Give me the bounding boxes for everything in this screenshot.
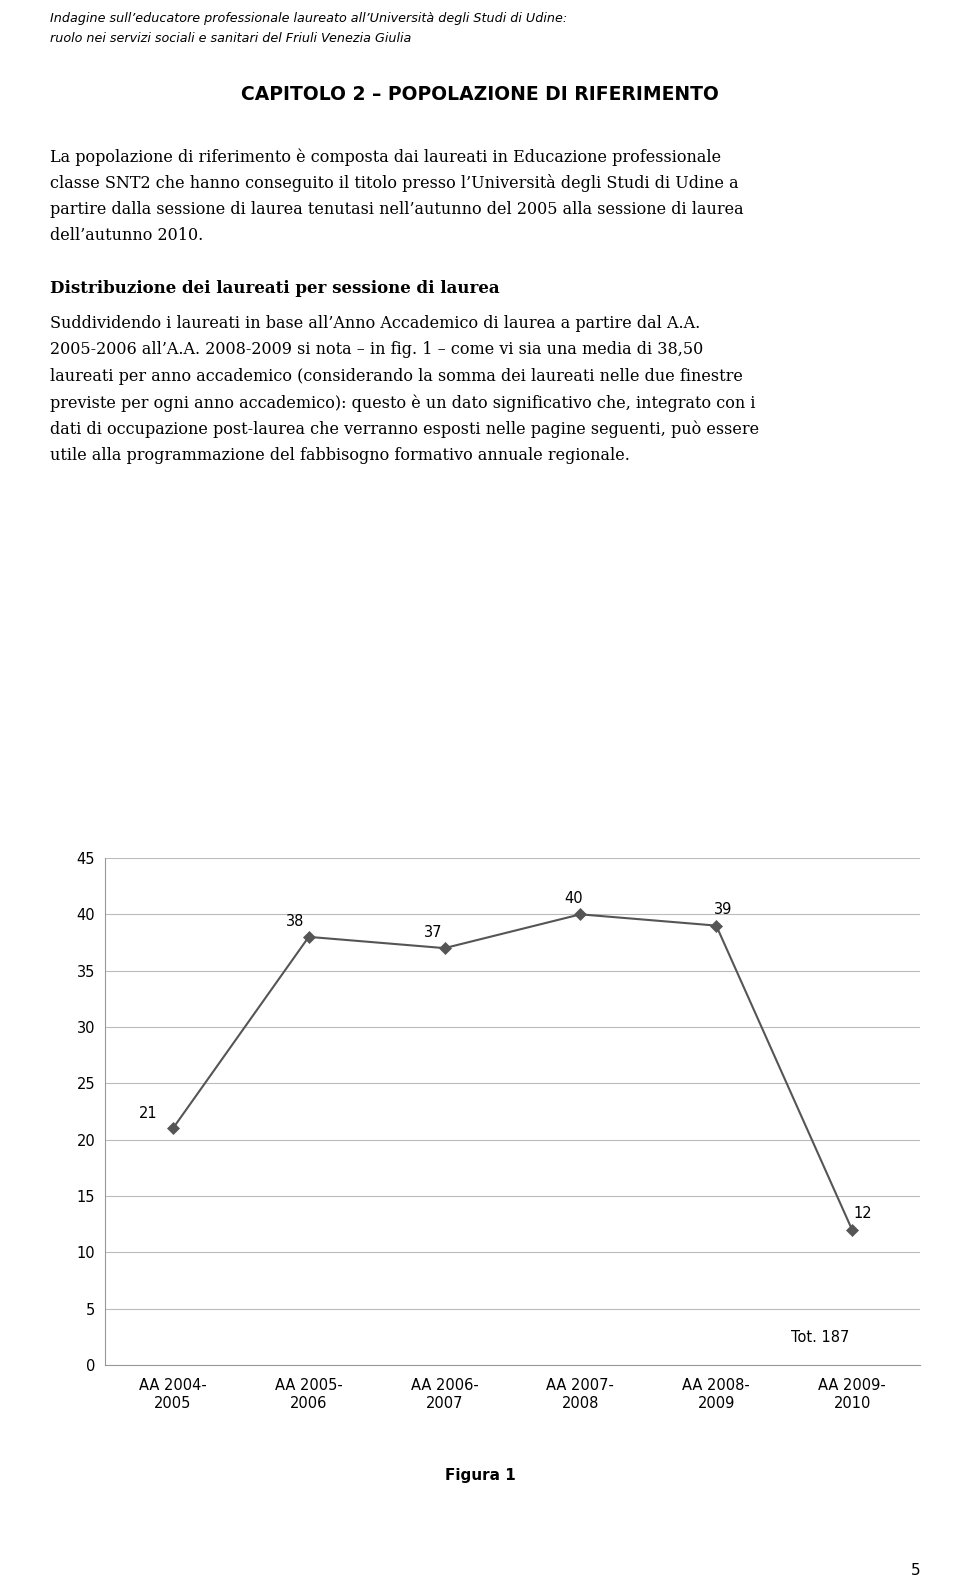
- Text: CAPITOLO 2 – POPOLAZIONE DI RIFERIMENTO: CAPITOLO 2 – POPOLAZIONE DI RIFERIMENTO: [241, 84, 719, 103]
- Text: classe SNT2 che hanno conseguito il titolo presso l’Università degli Studi di Ud: classe SNT2 che hanno conseguito il tito…: [50, 175, 738, 193]
- Text: partire dalla sessione di laurea tenutasi nell’autunno del 2005 alla sessione di: partire dalla sessione di laurea tenutas…: [50, 201, 744, 218]
- Text: 37: 37: [424, 925, 443, 939]
- Text: previste per ogni anno accademico): questo è un dato significativo che, integrat: previste per ogni anno accademico): ques…: [50, 395, 756, 412]
- Text: Tot. 187: Tot. 187: [791, 1329, 850, 1345]
- Text: 40: 40: [564, 892, 583, 906]
- Text: utile alla programmazione del fabbisogno formativo annuale regionale.: utile alla programmazione del fabbisogno…: [50, 447, 630, 465]
- Text: laureati per anno accademico (considerando la somma dei laureati nelle due fines: laureati per anno accademico (consideran…: [50, 368, 743, 385]
- Text: dell’autunno 2010.: dell’autunno 2010.: [50, 228, 204, 245]
- Text: 5: 5: [910, 1563, 920, 1578]
- Text: 38: 38: [286, 914, 304, 928]
- Text: dati di occupazione post-laurea che verranno esposti nelle pagine seguenti, può : dati di occupazione post-laurea che verr…: [50, 420, 759, 438]
- Text: 21: 21: [138, 1106, 157, 1121]
- Text: Suddividendo i laureati in base all’Anno Accademico di laurea a partire dal A.A.: Suddividendo i laureati in base all’Anno…: [50, 315, 700, 333]
- Text: La popolazione di riferimento è composta dai laureati in Educazione professional: La popolazione di riferimento è composta…: [50, 148, 721, 166]
- Text: Indagine sull’educatore professionale laureato all’Università degli Studi di Udi: Indagine sull’educatore professionale la…: [50, 13, 567, 25]
- Text: Figura 1: Figura 1: [444, 1468, 516, 1484]
- Text: 2005-2006 all’A.A. 2008-2009 si nota – in fig. 1 – come vi sia una media di 38,5: 2005-2006 all’A.A. 2008-2009 si nota – i…: [50, 342, 704, 358]
- Text: ruolo nei servizi sociali e sanitari del Friuli Venezia Giulia: ruolo nei servizi sociali e sanitari del…: [50, 32, 412, 45]
- Text: 12: 12: [853, 1207, 873, 1221]
- Text: Distribuzione dei laureati per sessione di laurea: Distribuzione dei laureati per sessione …: [50, 280, 499, 298]
- Text: 39: 39: [714, 903, 732, 917]
